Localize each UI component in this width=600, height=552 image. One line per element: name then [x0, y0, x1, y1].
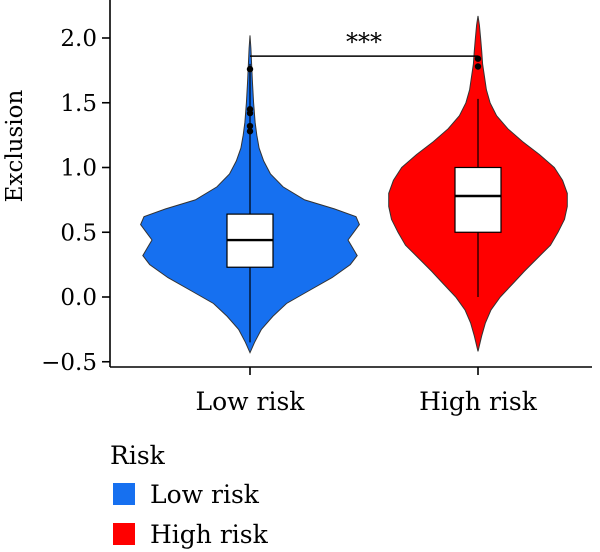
legend-swatch — [113, 523, 135, 545]
outlier-point — [246, 128, 254, 135]
y-tick-label: −0.5 — [41, 350, 97, 376]
legend-swatch — [113, 483, 135, 505]
legend: Risk Low risk High risk — [110, 441, 269, 549]
y-tick-label: 0.5 — [60, 220, 97, 246]
box — [454, 166, 502, 233]
y-axis-label: Exclusion — [2, 90, 28, 203]
axes: −0.5 0.0 0.5 1.0 1.5 2.0 Low risk High risk — [41, 0, 592, 416]
outlier-point — [246, 65, 254, 73]
x-tick-label: Low risk — [196, 387, 306, 416]
significance-label: *** — [346, 28, 382, 56]
legend-label: High risk — [150, 520, 269, 549]
outlier-point — [246, 122, 254, 130]
outlier-point — [474, 63, 482, 70]
y-tick-label: 0.0 — [60, 285, 97, 311]
y-tick-label: 1.0 — [60, 156, 97, 182]
outlier-point — [246, 106, 254, 113]
plot-area: *** — [140, 15, 568, 354]
legend-label: Low risk — [150, 480, 260, 509]
x-tick-label: High risk — [419, 387, 538, 416]
legend-title: Risk — [110, 441, 166, 470]
y-tick-label: 2.0 — [60, 26, 97, 52]
outlier-point — [474, 55, 482, 62]
y-tick-label: 1.5 — [60, 91, 97, 117]
